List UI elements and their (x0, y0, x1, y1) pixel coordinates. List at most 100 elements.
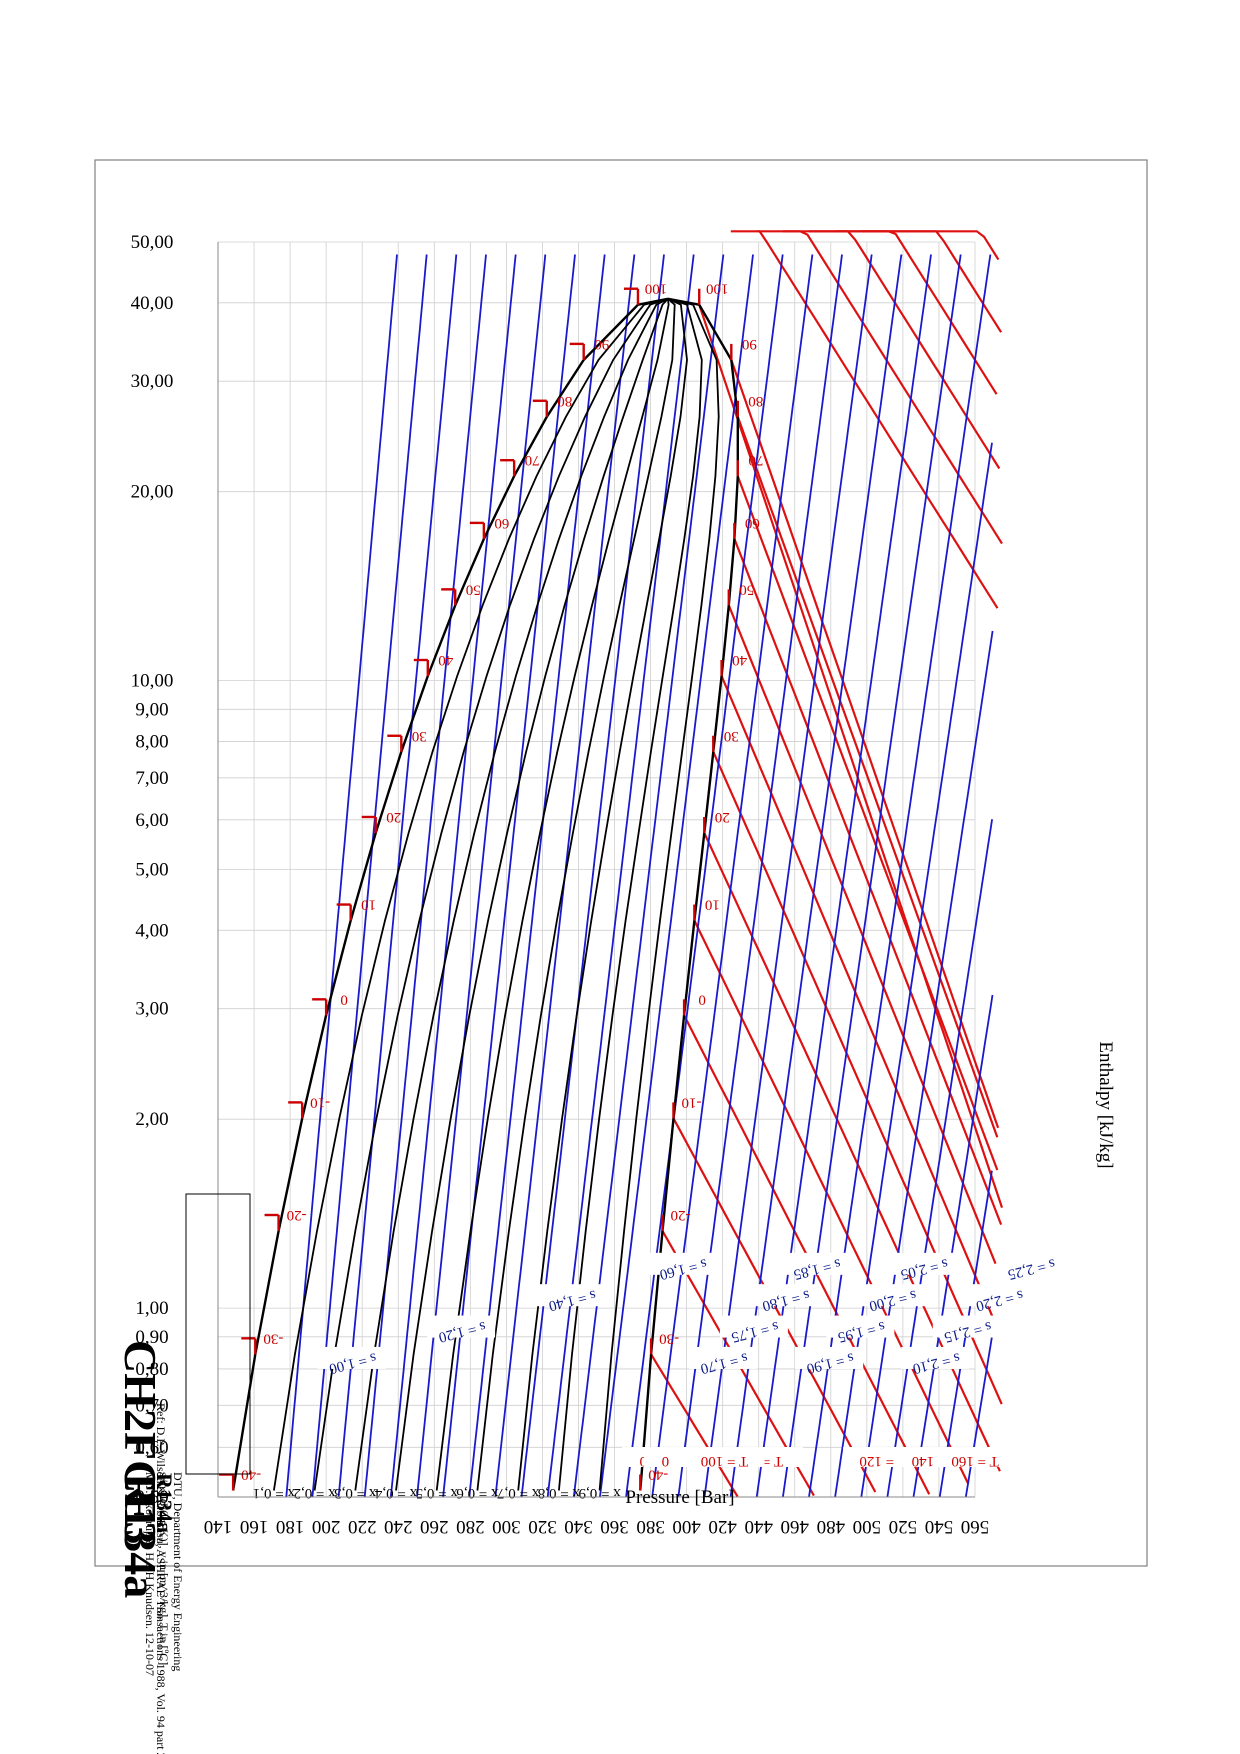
quality-line (558, 297, 703, 1491)
quality-label: x = 0,1 (253, 1485, 295, 1501)
x-axis-title: Enthalpy [kJ/kg] (1095, 1041, 1116, 1168)
chart-title: R134a (115, 1473, 166, 1598)
quality-line (273, 297, 669, 1491)
x-tick-label: 240 (384, 1516, 413, 1537)
isentrope-line (703, 254, 873, 1498)
isentrope-line (520, 254, 665, 1498)
chart-formula: CH2FCF3 (115, 1340, 166, 1544)
isentrope-line (599, 254, 754, 1498)
isentrope-label-bg (537, 1284, 606, 1307)
liquid-temp-label: 70 (525, 452, 540, 468)
isotherm-label: T = 100 (701, 1453, 748, 1469)
x-tick-label: 320 (528, 1516, 557, 1537)
quality-label: x = 0,6 (456, 1485, 499, 1501)
isentrope-label-bg (317, 1346, 386, 1369)
quality-label: x = 0,8 (538, 1485, 580, 1501)
liquid-temp-label: -30 (263, 1330, 283, 1346)
y-tick-label: 40,00 (131, 293, 174, 314)
isentrope-line (755, 254, 932, 1498)
quality-line (313, 297, 669, 1491)
isentrope-label-bg (427, 1315, 496, 1338)
vapor-temp-label: 0 (698, 991, 706, 1007)
x-tick-label: 380 (636, 1516, 665, 1537)
x-tick-label: 180 (276, 1516, 305, 1537)
isentrope-line (912, 994, 994, 1498)
isotherm-label-bg (684, 1447, 765, 1467)
x-tick-label: 340 (564, 1516, 593, 1537)
isentrope-label-bg (648, 1252, 717, 1275)
plot-labels: -40 -40 -30 -30 -20 -20 -10 -10 0 0 10 10 20 20 30 30 40… (241, 281, 1065, 1501)
isotherm-80 (736, 416, 999, 1138)
liquid-temp-label: -10 (310, 1094, 330, 1110)
isentrope-line (285, 254, 398, 1498)
y-tick-label: 0,90 (135, 1327, 168, 1348)
quality-line (435, 298, 670, 1491)
y-tick-label: 1,00 (135, 1298, 168, 1319)
isentrope-line (363, 254, 487, 1498)
isentrope-line (860, 630, 994, 1498)
quality-label: x = 0,3 (334, 1485, 376, 1501)
isentrope-label-bg (689, 1346, 758, 1369)
y-tick-label: 0,80 (135, 1359, 168, 1380)
info-line-2: s in [kJ/(kg K)], v in [m^3/kg], T in [º… (157, 1472, 171, 1665)
x-tick-label: 480 (817, 1516, 846, 1537)
isotherm-label: T = 120 (859, 1453, 906, 1469)
x-tick-label: 540 (925, 1516, 954, 1537)
isentrope-line (677, 254, 843, 1498)
chart-subtitle-name: R134a (152, 1473, 177, 1533)
vapor-temp-label: 100 (706, 281, 729, 297)
y-tick-label: 6,00 (135, 810, 168, 831)
vapor-temp-label: 90 (742, 336, 757, 352)
y-tick-label: 4,00 (135, 920, 168, 941)
y-tick-label: 8,00 (135, 731, 168, 752)
x-tick-label: 260 (420, 1516, 449, 1537)
isentrope-line (442, 254, 576, 1498)
x-tick-label: 160 (240, 1516, 269, 1537)
isentrope-line (651, 254, 814, 1498)
isentrope-line (389, 254, 517, 1498)
vapor-temp-label: -20 (670, 1207, 690, 1223)
isentrope-label-bg (889, 1252, 958, 1275)
y-tick-label: 50,00 (131, 232, 174, 253)
x-tick-label: 360 (600, 1516, 629, 1537)
isotherm-10 (693, 920, 970, 1485)
page-frame (94, 159, 1148, 1567)
x-tick-label: 440 (744, 1516, 773, 1537)
x-tick-label: 300 (492, 1516, 521, 1537)
isotherm-label: T = 160 (951, 1453, 998, 1469)
liquid-temp-label: 90 (594, 336, 609, 352)
isentrope-label-bg (782, 1252, 851, 1275)
isentrope-label-bg (996, 1252, 1065, 1275)
y-tick-label: 0,60 (135, 1437, 168, 1458)
quality-line (517, 297, 688, 1491)
y-tick-label: 0,70 (135, 1395, 168, 1416)
isentrope-label-bg (826, 1315, 895, 1338)
vapor-temp-label: -40 (648, 1467, 668, 1483)
quality-line (476, 298, 676, 1491)
x-tick-label: 560 (961, 1516, 990, 1537)
quality-label: x = 0,4 (374, 1485, 417, 1501)
y-tick-label: 10,00 (131, 671, 174, 692)
saturated-vapor-line (639, 297, 739, 1491)
isotherm-label-bg (935, 1447, 1015, 1467)
isentrope-label-bg (932, 1315, 1001, 1338)
isentrope-line (546, 254, 695, 1498)
isentrope-label-bg (795, 1346, 864, 1369)
isotherm-100 (698, 304, 1004, 1208)
x-tick-label: 420 (708, 1516, 737, 1537)
isentrope-line (808, 254, 992, 1498)
vapor-temp-label: 30 (724, 728, 739, 744)
isentrope-line (886, 819, 993, 1498)
isentrope-label-bg (901, 1346, 970, 1369)
y-tick-label: 3,00 (135, 999, 168, 1020)
quality-label: x = 0,2 (293, 1485, 335, 1501)
y-tick-label: 0,50 (135, 1487, 168, 1508)
quality-line (598, 297, 720, 1491)
quality-line (395, 298, 669, 1491)
liquid-temp-label: 100 (645, 281, 668, 297)
y-tick-label: 30,00 (131, 371, 174, 392)
isentrope-label-bg (719, 1315, 788, 1338)
vapor-temp-label: -10 (681, 1094, 701, 1110)
y-tick-label: 2,00 (135, 1109, 168, 1130)
